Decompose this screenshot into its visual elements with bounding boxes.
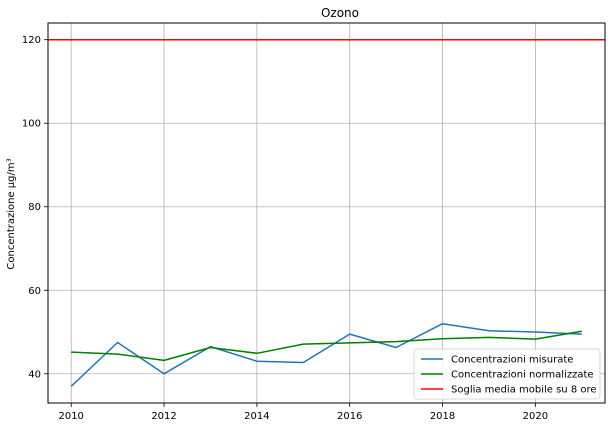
series-line-2 xyxy=(71,330,582,362)
series-group xyxy=(48,38,605,387)
legend-label: Concentrazioni normalizzate xyxy=(451,370,594,381)
y-axis: 40 60 80 100 120 xyxy=(22,35,48,380)
legend-label: Concentrazioni misurate xyxy=(451,355,573,366)
series-line-1 xyxy=(70,322,582,387)
x-tick-label: 2010 xyxy=(58,411,83,422)
x-tick-label: 2018 xyxy=(430,411,455,422)
chart-title: Ozono xyxy=(321,6,359,20)
x-tick-label: 2012 xyxy=(151,411,176,422)
y-tick-label: 40 xyxy=(28,369,41,380)
y-tick-label: 100 xyxy=(22,119,41,130)
y-tick-label: 120 xyxy=(22,35,41,46)
x-tick-label: 2014 xyxy=(244,411,269,422)
legend: Concentrazioni misurate Concentrazioni no… xyxy=(413,348,601,400)
y-axis-label: Concentrazione µg/m³ xyxy=(6,158,17,269)
x-tick-label: 2016 xyxy=(337,411,362,422)
x-axis: 2010 2012 2014 2016 2018 2020 xyxy=(58,403,548,422)
x-tick-label: 2020 xyxy=(523,411,548,422)
legend-label: Soglia media mobile su 8 ore xyxy=(451,385,597,396)
legend-box xyxy=(413,348,601,400)
y-tick-label: 80 xyxy=(28,202,41,213)
y-tick-label: 60 xyxy=(28,286,41,297)
plot-frame xyxy=(47,22,606,404)
